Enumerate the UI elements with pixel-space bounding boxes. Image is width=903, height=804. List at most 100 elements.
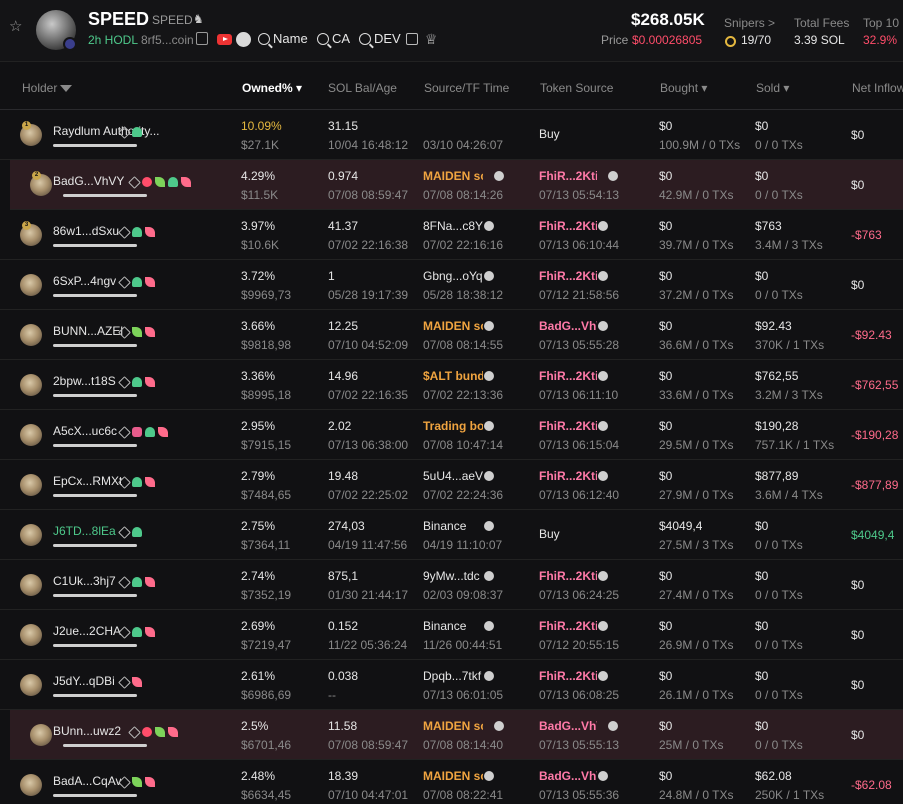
bought-usd: $0 bbox=[659, 569, 673, 583]
token-source[interactable]: FhiR...2Kti bbox=[539, 469, 597, 483]
holder-address[interactable]: EpCx...RMXt bbox=[53, 474, 123, 488]
sold-txs: 0 / 0 TXs bbox=[755, 288, 803, 302]
edit-icon[interactable] bbox=[118, 325, 131, 339]
table-row[interactable]: EpCx...RMXt 2.79% $7484,65 19.48 07/02 2… bbox=[0, 460, 903, 510]
table-row[interactable]: 2 BadG...VhVY 4.29% $11.5K 0.974 07/08 0… bbox=[10, 160, 903, 210]
edit-icon[interactable] bbox=[118, 675, 131, 689]
funding-source[interactable]: $ALT bund bbox=[423, 369, 483, 383]
holder-address[interactable]: BadA...CqAv bbox=[53, 774, 122, 788]
token-source[interactable]: FhiR...2Kti bbox=[539, 369, 597, 383]
pink-tag-icon bbox=[158, 427, 168, 437]
token-source[interactable]: FhiR...2Kti bbox=[539, 219, 597, 233]
edit-icon[interactable] bbox=[118, 625, 131, 639]
holder-address[interactable]: BUNN...AZEl bbox=[53, 324, 124, 338]
table-row[interactable]: A5cX...uc6c 2.95% $7915,15 2.02 07/13 06… bbox=[0, 410, 903, 460]
red-tag-icon bbox=[142, 177, 152, 187]
holder-address[interactable]: J5dY...qDBi bbox=[53, 674, 115, 688]
user-tag-icon bbox=[132, 277, 142, 287]
token-source[interactable]: BadG...Vh\ bbox=[539, 769, 597, 783]
funding-source[interactable]: Trading bo bbox=[423, 419, 483, 433]
token-source[interactable]: FhiR...2Kti bbox=[539, 269, 597, 283]
search-ca-button[interactable]: CA bbox=[317, 31, 350, 46]
col-bought[interactable]: Bought ▾ bbox=[660, 81, 708, 95]
token-source[interactable]: BadG...Vh\ bbox=[539, 719, 597, 733]
token-source[interactable]: FhiR...2Kti bbox=[539, 619, 597, 633]
holder-address[interactable]: 86w1...dSxu bbox=[53, 224, 120, 238]
table-row[interactable]: J5dY...qDBi 2.61% $6986,69 0.038 -- Dpqb… bbox=[0, 660, 903, 710]
funding-source[interactable]: 9yMw...tdc bbox=[423, 569, 480, 583]
edit-icon[interactable] bbox=[118, 375, 131, 389]
funding-source[interactable]: Binance bbox=[423, 619, 467, 633]
funding-source[interactable]: Dpqb...7tkf bbox=[423, 669, 482, 683]
snipers-label[interactable]: Snipers > bbox=[724, 16, 776, 30]
holder-address[interactable]: J2ue...2CHA bbox=[53, 624, 122, 638]
token-source-info-icon bbox=[598, 771, 608, 781]
col-token-source[interactable]: Token Source bbox=[540, 81, 614, 95]
edit-icon[interactable] bbox=[118, 225, 131, 239]
copy-icon[interactable] bbox=[196, 32, 208, 45]
sol-balance: 274,03 bbox=[328, 519, 365, 533]
source-info-icon bbox=[484, 471, 494, 481]
net-inflow: -$190,28 bbox=[851, 428, 899, 442]
holder-address[interactable]: 6SxP...4ngv bbox=[53, 274, 117, 288]
avatar bbox=[20, 774, 42, 796]
holder-address[interactable]: BadG...VhVY bbox=[53, 174, 125, 188]
token-source[interactable]: FhiR...2Kti bbox=[539, 569, 597, 583]
funding-time: 07/02 22:16:16 bbox=[423, 238, 504, 252]
col-sol-bal[interactable]: SOL Bal/Age bbox=[328, 81, 397, 95]
external-link-icon[interactable] bbox=[406, 33, 418, 45]
favorite-star-icon[interactable]: ☆ bbox=[9, 18, 23, 35]
edit-icon[interactable] bbox=[128, 175, 141, 189]
edit-icon[interactable] bbox=[118, 475, 131, 489]
edit-icon[interactable] bbox=[118, 125, 131, 139]
table-row[interactable]: BadA...CqAv 2.48% $6634,45 18.39 07/10 0… bbox=[0, 760, 903, 804]
table-row[interactable]: 2bpw...t18S 3.36% $8995,18 14.96 07/02 2… bbox=[0, 360, 903, 410]
token-source[interactable]: FhiR...2Kti bbox=[539, 669, 597, 683]
holder-address[interactable]: C1Uk...3hj7 bbox=[53, 574, 116, 588]
youtube-icon[interactable] bbox=[217, 34, 232, 45]
search-dev-button[interactable]: DEV bbox=[359, 31, 401, 46]
table-row[interactable]: 6SxP...4ngv 3.72% $9969,73 1 05/28 19:17… bbox=[0, 260, 903, 310]
holder-address[interactable]: A5cX...uc6c bbox=[53, 424, 118, 438]
holder-address[interactable]: 2bpw...t18S bbox=[53, 374, 116, 388]
edit-icon[interactable] bbox=[118, 525, 131, 539]
col-sold[interactable]: Sold ▾ bbox=[756, 81, 790, 95]
funding-source[interactable]: Gbng...oYq bbox=[423, 269, 483, 283]
edit-icon[interactable] bbox=[118, 775, 131, 789]
table-row[interactable]: BUnn...uwz2 2.5% $6701,46 11.58 07/08 08… bbox=[10, 710, 903, 760]
table-row[interactable]: J6TD...8lEa 2.75% $7364,11 274,03 04/19 … bbox=[0, 510, 903, 560]
col-net-inflow[interactable]: Net Inflow bbox=[852, 81, 903, 95]
search-name-button[interactable]: Name bbox=[258, 31, 308, 46]
holder-address[interactable]: J6TD...8lEa bbox=[53, 524, 116, 538]
leaf-tag-icon bbox=[132, 327, 142, 337]
menu-icon[interactable] bbox=[236, 32, 251, 47]
funding-source[interactable]: 5uU4...aeV bbox=[423, 469, 483, 483]
owned-usd: $11.5K bbox=[241, 188, 279, 202]
table-row[interactable]: 3 86w1...dSxu 3.97% $10.6K 41.37 07/02 2… bbox=[0, 210, 903, 260]
token-source[interactable]: FhiR...2Kti bbox=[539, 169, 597, 183]
funding-source[interactable]: MAIDEN sc bbox=[423, 769, 483, 783]
edit-icon[interactable] bbox=[118, 425, 131, 439]
col-holder[interactable]: Holder bbox=[22, 81, 73, 95]
crown-icon[interactable]: ♕ bbox=[425, 31, 438, 47]
token-source[interactable]: BadG...Vh\ bbox=[539, 319, 597, 333]
edit-icon[interactable] bbox=[118, 575, 131, 589]
edit-icon[interactable] bbox=[118, 275, 131, 289]
table-row[interactable]: BUNN...AZEl 3.66% $9818,98 12.25 07/10 0… bbox=[0, 310, 903, 360]
funding-source[interactable]: MAIDEN sc bbox=[423, 169, 483, 183]
col-source[interactable]: Source/TF Time bbox=[424, 81, 510, 95]
funding-source[interactable]: MAIDEN sc bbox=[423, 719, 483, 733]
funding-source[interactable]: 8FNa...c8Y bbox=[423, 219, 483, 233]
filter-icon[interactable] bbox=[60, 85, 73, 93]
token-source[interactable]: FhiR...2Kti bbox=[539, 419, 597, 433]
funding-source[interactable]: MAIDEN sc bbox=[423, 319, 483, 333]
edit-icon[interactable] bbox=[128, 725, 141, 739]
table-row[interactable]: 1 Raydlum Authority... 10.09% $27.1K 31.… bbox=[0, 110, 903, 160]
holding-bar bbox=[53, 294, 137, 297]
holder-address[interactable]: BUnn...uwz2 bbox=[53, 724, 122, 738]
funding-source[interactable]: Binance bbox=[423, 519, 467, 533]
table-row[interactable]: C1Uk...3hj7 2.74% $7352,19 875,1 01/30 2… bbox=[0, 560, 903, 610]
col-owned[interactable]: Owned% ▾ bbox=[242, 81, 303, 95]
holder-address[interactable]: Raydlum Authority... bbox=[53, 124, 160, 138]
table-row[interactable]: J2ue...2CHA 2.69% $7219,47 0.152 11/22 0… bbox=[0, 610, 903, 660]
